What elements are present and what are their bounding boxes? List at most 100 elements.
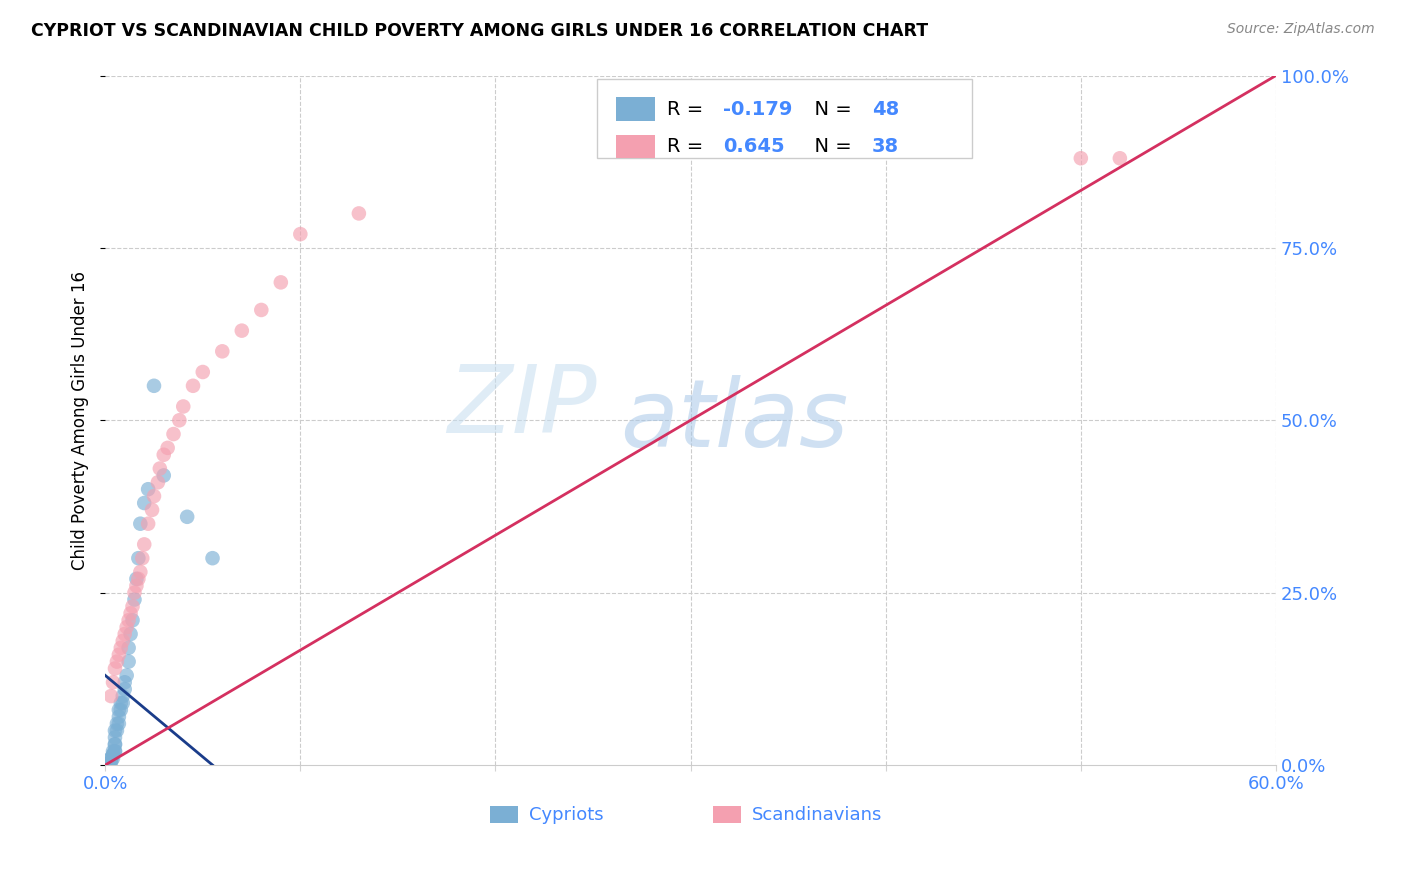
Point [104, 744, 127, 758]
Point [110, 703, 132, 717]
Point [134, 537, 156, 551]
Text: 38: 38 [872, 136, 900, 156]
Text: R =: R = [668, 100, 710, 119]
Point [108, 710, 131, 724]
FancyBboxPatch shape [598, 79, 972, 158]
Point [181, 379, 204, 393]
Point [100, 689, 122, 703]
Point [104, 731, 127, 745]
Point [98, 758, 121, 772]
Point [143, 379, 166, 393]
Point [169, 413, 191, 427]
Point [120, 607, 142, 621]
FancyBboxPatch shape [616, 135, 655, 158]
Text: Scandinavians: Scandinavians [751, 805, 882, 823]
FancyBboxPatch shape [713, 806, 741, 823]
Point [211, 344, 233, 359]
Point [110, 640, 132, 655]
Point [105, 716, 128, 731]
Point [143, 489, 166, 503]
Text: ZIP: ZIP [447, 361, 598, 452]
Text: -0.179: -0.179 [723, 100, 793, 119]
Point [105, 655, 128, 669]
Point [125, 579, 148, 593]
Point [120, 627, 142, 641]
Point [100, 755, 122, 769]
Point [94, 758, 117, 772]
Point [108, 648, 131, 662]
Point [152, 448, 174, 462]
Point [117, 640, 139, 655]
Point [172, 400, 194, 414]
Point [108, 716, 131, 731]
Point [121, 599, 143, 614]
Point [101, 747, 124, 762]
Point [101, 675, 124, 690]
Point [94, 758, 117, 772]
Text: Cypriots: Cypriots [529, 805, 603, 823]
Text: CYPRIOT VS SCANDINAVIAN CHILD POVERTY AMONG GIRLS UNDER 16 CORRELATION CHART: CYPRIOT VS SCANDINAVIAN CHILD POVERTY AM… [31, 22, 928, 40]
Point [96, 758, 118, 772]
Point [270, 276, 292, 290]
Point [100, 755, 122, 769]
Point [101, 744, 124, 758]
Text: 48: 48 [872, 100, 900, 119]
FancyBboxPatch shape [616, 97, 655, 120]
Point [114, 682, 136, 697]
Point [111, 634, 134, 648]
Text: N =: N = [801, 100, 858, 119]
Point [141, 503, 163, 517]
Point [127, 572, 149, 586]
Point [134, 496, 156, 510]
Point [105, 723, 128, 738]
Text: R =: R = [668, 136, 710, 156]
Point [124, 585, 146, 599]
Point [136, 482, 159, 496]
Point [121, 613, 143, 627]
Point [101, 747, 124, 762]
Point [125, 572, 148, 586]
Point [149, 461, 172, 475]
Point [104, 723, 127, 738]
Point [101, 751, 124, 765]
Point [100, 751, 122, 765]
Point [1070, 151, 1092, 165]
Point [100, 751, 122, 765]
Text: 0.645: 0.645 [723, 136, 785, 156]
Point [104, 737, 127, 751]
Point [129, 565, 152, 579]
FancyBboxPatch shape [491, 806, 519, 823]
Point [131, 551, 153, 566]
Point [129, 516, 152, 531]
Point [114, 627, 136, 641]
Point [111, 689, 134, 703]
Y-axis label: Child Poverty Among Girls Under 16: Child Poverty Among Girls Under 16 [72, 271, 89, 570]
Point [111, 696, 134, 710]
Text: atlas: atlas [620, 375, 849, 466]
Point [127, 551, 149, 566]
Point [117, 613, 139, 627]
Point [115, 620, 138, 634]
Point [156, 441, 179, 455]
Point [114, 675, 136, 690]
Point [290, 227, 312, 241]
Point [110, 696, 132, 710]
Point [98, 758, 121, 772]
Point [191, 365, 214, 379]
Point [201, 551, 224, 566]
Text: N =: N = [801, 136, 858, 156]
Point [250, 302, 273, 317]
Point [162, 427, 184, 442]
Point [146, 475, 169, 490]
Point [347, 206, 370, 220]
Point [98, 758, 121, 772]
Point [231, 324, 253, 338]
Text: Source: ZipAtlas.com: Source: ZipAtlas.com [1227, 22, 1375, 37]
Point [115, 668, 138, 682]
Point [117, 655, 139, 669]
Point [96, 758, 118, 772]
Point [108, 703, 131, 717]
Point [104, 661, 127, 675]
Point [104, 737, 127, 751]
Point [152, 468, 174, 483]
